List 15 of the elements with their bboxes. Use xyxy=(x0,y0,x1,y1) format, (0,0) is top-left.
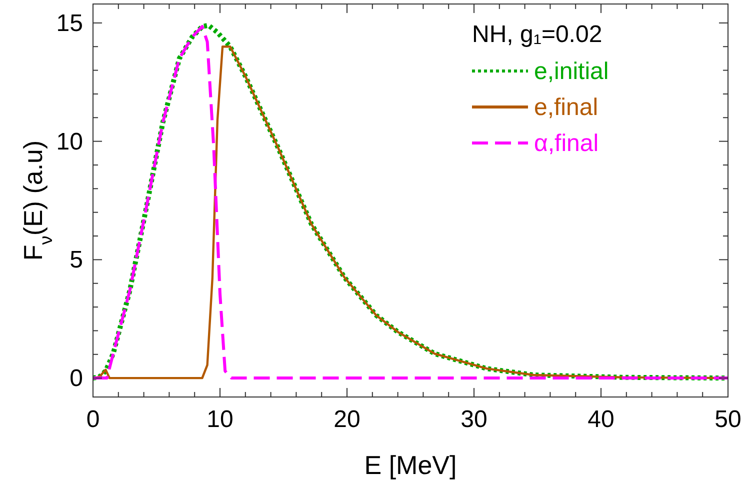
legend-label: e,final xyxy=(534,94,598,121)
x-tick-label: 40 xyxy=(588,406,614,433)
x-tick-label: 50 xyxy=(714,406,742,433)
y-tick-label: 5 xyxy=(70,246,83,274)
legend-label: e,initial xyxy=(534,58,609,85)
legend-title: NH, g₁=0.02 xyxy=(472,21,602,48)
x-tick-label: 10 xyxy=(206,406,234,433)
y-tick-label: 15 xyxy=(56,10,83,37)
y-tick-label: 0 xyxy=(70,365,83,392)
x-tick-label: 20 xyxy=(334,406,360,433)
y-tick-label: 10 xyxy=(56,128,83,156)
legend-label: α,final xyxy=(534,130,599,157)
x-tick-label: 0 xyxy=(86,406,100,433)
x-axis-title: E [MeV] xyxy=(364,450,457,480)
x-tick-label: 30 xyxy=(460,406,488,433)
